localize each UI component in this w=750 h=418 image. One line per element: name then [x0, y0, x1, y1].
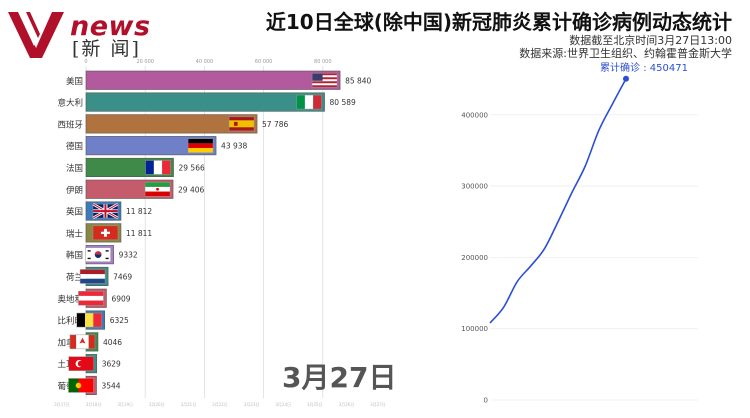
bar-xtick-label: 40 000: [196, 59, 214, 65]
bar-category-label: 法国: [66, 163, 83, 174]
bar-xtick-label: 60 000: [255, 59, 273, 65]
bar-category-label: 奥地利: [57, 294, 83, 305]
bar-value-label: 6325: [110, 316, 129, 325]
bar-category-label: 德国: [66, 141, 83, 152]
flag-gb-icon: [92, 202, 119, 220]
date-note: 数据截至北京时间3月27日13:00: [569, 34, 732, 47]
bar-row: 西班牙 57 786: [57, 114, 289, 134]
bar-date-tick: 3月27日: [370, 402, 386, 407]
bar-date-tick: 3月21日: [181, 402, 197, 407]
bar-row: 加拿大4046: [57, 332, 122, 352]
bar-category-label: 韩国: [66, 250, 83, 261]
flag-es-icon: [228, 116, 255, 132]
flag-be-icon: [76, 312, 102, 328]
bar-row: 奥地利 6909: [57, 288, 131, 308]
bar-date-tick: 3月19日: [117, 402, 133, 407]
bar-category-label: 瑞士: [66, 228, 84, 239]
flag-de-icon: [187, 138, 214, 153]
bar-value-label: 4046: [103, 338, 122, 347]
bar: [85, 114, 258, 134]
v-logo-icon: [8, 12, 64, 58]
bar-date-tick: 3月24日: [275, 402, 291, 407]
line-ytick-label: 0: [484, 397, 488, 405]
bar-date-tick: 3月18日: [86, 402, 102, 407]
bar-xtick-label: 80 000: [314, 59, 332, 65]
logo-news-text: news: [70, 11, 151, 42]
bar-row: 土耳其3629: [57, 354, 121, 374]
flag-ca-icon: [69, 334, 96, 350]
bar-value-label: 57 786: [262, 120, 288, 129]
bar: [85, 70, 341, 90]
bar-value-label: 9332: [119, 251, 138, 260]
bar-row: 意大利 80 589: [57, 92, 356, 112]
bar: [85, 136, 217, 156]
flag-pt-icon: [68, 378, 94, 393]
bar-row: 伊朗 29 406: [66, 179, 205, 199]
bar-category-label: 美国: [66, 76, 83, 87]
bar-date-tick: 3月22日: [212, 402, 228, 407]
bar-value-label: 29 406: [178, 185, 204, 194]
bar-xtick-label: 20 000: [136, 59, 154, 65]
bar-date-tick: 3月23日: [244, 402, 260, 407]
bar-row: 法国 29 566: [66, 157, 205, 177]
total-annotation: 累计确诊 : 450471: [600, 61, 688, 74]
bar-xtick-label: 0: [84, 59, 87, 65]
bar-row: 韩国 9332: [66, 245, 138, 265]
data-source: 数据来源:世界卫生组织、约翰霍普金斯大学: [519, 47, 732, 60]
current-date-label: 3月27日: [282, 361, 397, 394]
line-ytick-label: 400000: [461, 111, 488, 119]
flag-it-icon: [296, 94, 322, 110]
bar-row: 瑞士 11 811: [66, 223, 152, 243]
bar-row: 荷兰 7469: [66, 266, 132, 287]
line-ytick-label: 200000: [461, 254, 488, 262]
bar-value-label: 11 811: [126, 229, 152, 238]
flag-nl-icon: [79, 269, 106, 284]
bar-date-tick: 3月26日: [339, 402, 355, 407]
line-ytick-label: 300000: [461, 183, 488, 191]
flag-ir-icon: [144, 182, 171, 197]
bar-row: 英国 11 812: [66, 201, 152, 221]
bar-row: 比利时 6325: [57, 310, 129, 330]
bar-date-tick: 3月20日: [149, 402, 165, 407]
bar-value-label: 6909: [111, 294, 130, 303]
flag-ch-icon: [92, 225, 119, 241]
bar-date-tick: 3月25日: [307, 402, 323, 407]
line-ytick-label: 100000: [461, 325, 488, 333]
bar-value-label: 11 812: [126, 207, 152, 216]
bar-category-label: 荷兰: [66, 272, 83, 283]
bar-category-label: 伊朗: [66, 185, 83, 196]
bar-value-label: 3544: [101, 381, 120, 390]
latest-point: [623, 75, 629, 82]
flag-fr-icon: [145, 160, 171, 175]
bar-category-label: 比利时: [57, 316, 83, 327]
flag-us-icon: [311, 73, 338, 88]
bar-row: 美国 85 840: [66, 70, 372, 90]
bar-row: 葡萄牙3544: [57, 375, 121, 396]
bar-category-label: 意大利: [57, 98, 83, 109]
logo-cn-text: [新 闻]: [72, 38, 141, 60]
flag-tr-icon: [68, 356, 94, 371]
bar-value-label: 43 938: [221, 142, 247, 151]
flag-kr-icon: [85, 247, 111, 262]
bar-value-label: 85 840: [345, 76, 371, 85]
bar: [85, 92, 325, 112]
bar-row: 德国 43 938: [66, 136, 248, 156]
bar-value-label: 3629: [102, 360, 121, 369]
bar-category-label: 英国: [66, 207, 83, 218]
bar-value-label: 7469: [113, 272, 132, 281]
bar-value-label: 80 589: [330, 98, 356, 107]
bar-category-label: 西班牙: [57, 119, 83, 130]
bar-date-tick: 3月17日: [54, 402, 70, 407]
bar-value-label: 29 566: [179, 163, 205, 172]
flag-at-icon: [78, 291, 104, 306]
news-logo: news [新 闻]: [6, 8, 156, 60]
series-line: [489, 78, 627, 324]
page-title: 近10日全球(除中国)新冠肺炎累计确诊病例动态统计: [265, 10, 732, 34]
